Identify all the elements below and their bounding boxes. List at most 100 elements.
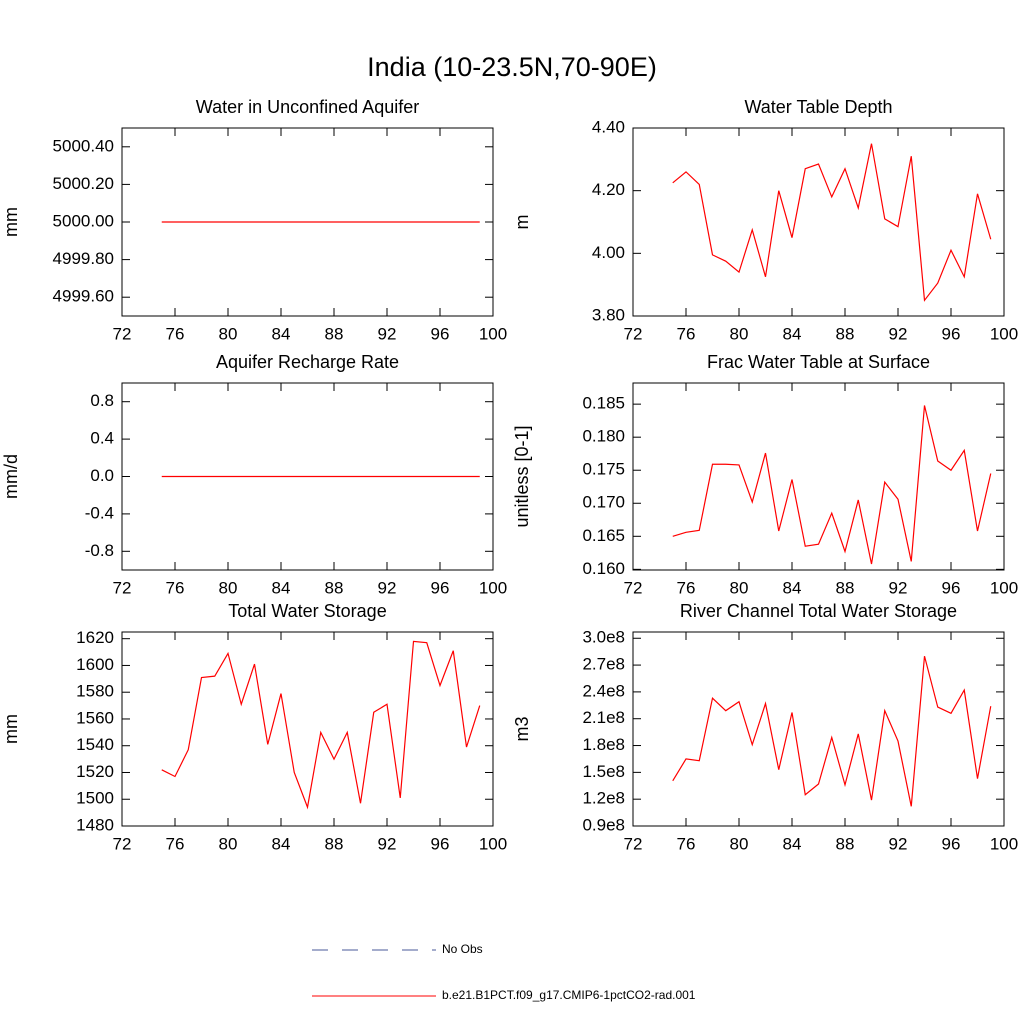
x-tick-label: 92	[889, 324, 908, 343]
y-tick-label: 1540	[76, 735, 114, 754]
y-tick-label: 3.80	[592, 305, 625, 324]
panel-title: Aquifer Recharge Rate	[216, 352, 399, 372]
x-tick-label: 96	[431, 324, 450, 343]
x-tick-label: 88	[325, 324, 344, 343]
x-tick-label: 80	[219, 324, 238, 343]
y-tick-label: 0.180	[582, 427, 625, 446]
x-tick-label: 92	[889, 578, 908, 597]
y-tick-label: 1600	[76, 655, 114, 674]
legend-label: b.e21.B1PCT.f09_g17.CMIP6-1pctCO2-rad.00…	[442, 988, 696, 1002]
y-axis-label: m	[512, 215, 532, 230]
x-tick-label: 72	[624, 324, 643, 343]
y-tick-label: 0.0	[90, 466, 114, 485]
y-tick-label: 0.160	[582, 559, 625, 578]
x-tick-label: 88	[836, 578, 855, 597]
x-tick-label: 84	[272, 578, 291, 597]
x-tick-label: 100	[990, 834, 1018, 853]
y-tick-label: 5000.40	[53, 136, 114, 155]
y-tick-label: 4.40	[592, 117, 625, 136]
plot-frame	[632, 382, 1005, 571]
x-tick-label: 88	[836, 834, 855, 853]
y-tick-label: 0.9e8	[582, 815, 625, 834]
x-tick-label: 72	[113, 578, 132, 597]
x-tick-label: 72	[624, 578, 643, 597]
y-tick-label: 1520	[76, 762, 114, 781]
y-tick-label: 2.7e8	[582, 655, 625, 674]
data-line	[672, 655, 992, 807]
x-tick-label: 96	[942, 834, 961, 853]
plot-frame	[632, 127, 1005, 317]
x-tick-label: 72	[113, 834, 132, 853]
x-tick-label: 84	[272, 324, 291, 343]
x-tick-label: 76	[677, 578, 696, 597]
x-tick-label: 80	[730, 578, 749, 597]
y-tick-label: 2.4e8	[582, 681, 625, 700]
panel-title: River Channel Total Water Storage	[680, 601, 957, 621]
y-tick-label: 1.2e8	[582, 789, 625, 808]
panel-title: Water Table Depth	[744, 97, 892, 117]
plot-frame	[632, 631, 1005, 827]
y-tick-label: 4.00	[592, 243, 625, 262]
x-tick-label: 76	[166, 834, 185, 853]
x-tick-label: 100	[479, 324, 507, 343]
y-axis-label: m3	[512, 716, 532, 741]
y-tick-label: 5000.00	[53, 211, 114, 230]
y-tick-label: 4.20	[592, 180, 625, 199]
data-line	[161, 640, 481, 810]
y-tick-label: 0.165	[582, 526, 625, 545]
x-tick-label: 92	[378, 324, 397, 343]
panel-title: Total Water Storage	[228, 601, 386, 621]
panel-title: Water in Unconfined Aquifer	[196, 97, 419, 117]
y-tick-label: 1620	[76, 628, 114, 647]
y-tick-label: 1580	[76, 682, 114, 701]
x-tick-label: 76	[677, 834, 696, 853]
y-tick-label: 3.0e8	[582, 628, 625, 647]
y-tick-label: 4999.60	[53, 287, 114, 306]
y-tick-label: 0.8	[90, 391, 114, 410]
x-tick-label: 100	[990, 324, 1018, 343]
x-tick-label: 80	[219, 578, 238, 597]
figure-title: India (10-23.5N,70-90E)	[367, 52, 657, 82]
x-tick-label: 92	[889, 834, 908, 853]
y-tick-label: -0.4	[85, 503, 114, 522]
data-line	[672, 143, 992, 302]
y-tick-label: 0.175	[582, 460, 625, 479]
data-line	[672, 405, 992, 565]
x-tick-label: 80	[219, 834, 238, 853]
y-axis-label: mm	[1, 207, 21, 237]
y-axis-label: unitless [0-1]	[512, 425, 532, 527]
x-tick-label: 84	[272, 834, 291, 853]
x-tick-label: 72	[624, 834, 643, 853]
x-tick-label: 88	[325, 578, 344, 597]
x-tick-label: 88	[325, 834, 344, 853]
plot-frame	[121, 631, 494, 827]
x-tick-label: 84	[783, 578, 802, 597]
x-tick-label: 100	[990, 578, 1018, 597]
x-tick-label: 100	[479, 578, 507, 597]
y-tick-label: 1.5e8	[582, 762, 625, 781]
y-tick-label: 0.4	[90, 429, 114, 448]
panel-title: Frac Water Table at Surface	[707, 352, 930, 372]
y-axis-label: mm	[1, 714, 21, 744]
x-tick-label: 88	[836, 324, 855, 343]
y-axis-label: mm/d	[1, 454, 21, 499]
y-tick-label: 4999.80	[53, 249, 114, 268]
x-tick-label: 92	[378, 578, 397, 597]
y-tick-label: 2.1e8	[582, 708, 625, 727]
y-tick-label: 0.185	[582, 394, 625, 413]
y-tick-label: 5000.20	[53, 174, 114, 193]
x-tick-label: 76	[166, 578, 185, 597]
x-tick-label: 96	[942, 578, 961, 597]
x-tick-label: 100	[479, 834, 507, 853]
x-tick-label: 84	[783, 834, 802, 853]
y-tick-label: 1.8e8	[582, 735, 625, 754]
y-tick-label: 1500	[76, 789, 114, 808]
y-tick-label: 0.170	[582, 493, 625, 512]
x-tick-label: 96	[431, 834, 450, 853]
x-tick-label: 96	[431, 578, 450, 597]
x-tick-label: 76	[677, 324, 696, 343]
x-tick-label: 76	[166, 324, 185, 343]
y-tick-label: 1560	[76, 708, 114, 727]
legend-label: No Obs	[442, 942, 483, 956]
